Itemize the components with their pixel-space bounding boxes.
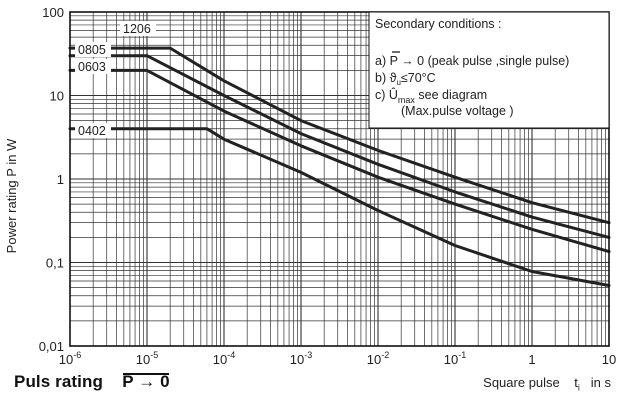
legend-line-c2: (Max.pulse voltage ) [401, 104, 514, 118]
y-tick-label: 0,01 [39, 339, 64, 354]
y-tick-label: 0,1 [46, 256, 64, 271]
series-label-bg [75, 123, 111, 138]
y-tick-label: 1 [57, 172, 64, 187]
x-tick-label: 10-6 [59, 350, 81, 367]
legend-line-b: b) ϑu≤70°C [375, 71, 436, 87]
series-labels: 1206 0805 0603 0402 [75, 21, 156, 138]
y-tick-label: 10 [50, 89, 64, 104]
x-axis-label-unit: in s [590, 375, 611, 390]
x-axis-label-var: t [574, 375, 578, 390]
x-axis-label-text: Square pulse [483, 375, 560, 390]
x-tick-label: 10-5 [136, 350, 158, 367]
legend-background [368, 11, 610, 129]
series-line-0402 [68, 127, 611, 287]
x-tick-label: 10-4 [213, 350, 235, 367]
legend-box: Secondary conditions : a) P → 0 (peak pul… [368, 11, 610, 129]
x-tick-label: 10 [602, 352, 616, 367]
series-label-bg [120, 21, 156, 36]
series-line-0603 [68, 68, 611, 254]
plot-border [69, 11, 610, 347]
series-label-1206: 1206 [123, 22, 151, 36]
chart-title-condition: P → 0 [122, 372, 170, 391]
series-line-1206 [68, 46, 611, 225]
legend-line-a: a) P → 0 (peak pulse ,single pulse) [375, 54, 569, 68]
x-axis-label-sub: i [577, 382, 580, 393]
x-tick-label: 10-3 [290, 350, 312, 367]
series-label-bg [75, 42, 111, 57]
y-tick-label: 100 [42, 5, 64, 20]
y-axis-label-text: Power rating P in W [4, 138, 19, 254]
x-axis-label: Square pulse ti in s [483, 375, 611, 393]
series-line-0805 [68, 54, 611, 239]
series-curves [68, 46, 611, 287]
legend-line-c: c) Ûmax see diagram [375, 87, 487, 105]
series-label-0402: 0402 [78, 124, 106, 138]
y-axis-label: Power rating P in W [4, 139, 19, 254]
chart-title: Puls rating P → 0 [14, 372, 170, 392]
chart-title-text: Puls rating [14, 372, 103, 391]
series-label-bg [75, 59, 111, 74]
legend-title: Secondary conditions : [375, 17, 501, 31]
plot-frame [69, 11, 610, 347]
x-tick-label: 10-1 [444, 350, 466, 367]
tick-labels: 10-6 10-5 10-4 10-3 10-2 10-1 1 10 100 10 1 0,1 0,01 [39, 5, 617, 367]
series-label-0603: 0603 [78, 60, 106, 74]
series-label-0805: 0805 [78, 43, 106, 57]
x-tick-label: 1 [528, 352, 535, 367]
x-tick-label: 10-2 [367, 350, 389, 367]
